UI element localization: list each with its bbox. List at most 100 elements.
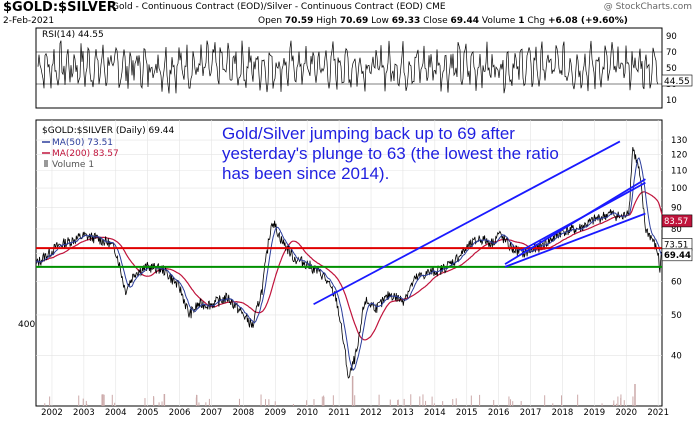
rsi-tick-label: 70 (666, 48, 677, 58)
volume-axis-label: 400 (18, 320, 35, 330)
volume-bar (552, 403, 554, 406)
volume-label: Volume (481, 16, 516, 26)
volume-bar (158, 402, 160, 406)
x-tick-label: 2007 (201, 408, 223, 418)
y-tick-label: 60 (671, 278, 682, 288)
trend-line (313, 140, 621, 306)
legend-volume-swatch (44, 160, 48, 167)
volume-bar (634, 384, 636, 406)
volume-bar (512, 401, 514, 406)
volume-bar (397, 399, 399, 406)
volume-bar (85, 400, 87, 406)
x-tick-label: 2020 (615, 408, 637, 418)
volume-bar (268, 399, 270, 406)
volume-bar (419, 396, 421, 406)
volume-bar (114, 402, 116, 406)
x-tick-label: 2018 (552, 408, 574, 418)
volume-bar (617, 396, 619, 406)
volume-bar (632, 396, 634, 406)
x-tick-label: 2019 (584, 408, 606, 418)
y-tick-label: 90 (671, 203, 682, 213)
volume-bar (292, 403, 294, 406)
x-tick-label: 2005 (137, 408, 159, 418)
ohlc-readout: Open 70.59 High 70.69 Low 69.33 Close 69… (258, 17, 628, 26)
volume-bar (332, 395, 334, 406)
high-label: High (316, 16, 337, 26)
ma50-line (35, 157, 663, 372)
volume-bar (44, 403, 46, 406)
volume-bar (431, 396, 433, 406)
trend-line (504, 212, 646, 268)
volume-bar (153, 396, 155, 406)
x-tick-label: 2004 (105, 408, 127, 418)
volume-bar (520, 401, 522, 406)
rsi-panel (35, 27, 663, 109)
volume-bar (613, 400, 615, 406)
rsi-tick-label: 50 (666, 64, 677, 74)
volume-bar (452, 398, 454, 406)
volume-bar (403, 398, 405, 406)
volume-bar (493, 399, 495, 406)
volume-bar (260, 394, 262, 406)
volume-bar (102, 394, 104, 406)
volume-bar (49, 396, 51, 406)
volume-bar (351, 376, 354, 406)
y-tick-label: 50 (671, 311, 682, 321)
volume-bar (544, 395, 546, 406)
x-tick-label: 2013 (392, 408, 414, 418)
volume-bar (601, 403, 603, 406)
volume-bar (111, 394, 113, 406)
chart-symbol: $GOLD:$SILVER (3, 0, 117, 15)
rsi-line (37, 40, 659, 94)
y-tick-label: 110 (671, 167, 687, 177)
price-line (35, 147, 663, 379)
volume-bar (425, 400, 427, 406)
volume-bar (238, 398, 240, 406)
x-tick-label: 2016 (488, 408, 510, 418)
volume-bar (354, 395, 356, 406)
rsi-value-tag: 44.55 (664, 77, 690, 87)
y-tick-label: 80 (671, 225, 682, 235)
ma200-line (35, 191, 663, 341)
close-label: Close (423, 16, 448, 26)
volume-bar (479, 394, 481, 406)
volume-bar (78, 395, 80, 406)
x-tick-label: 2002 (41, 408, 63, 418)
close-price-tag-bg (661, 248, 693, 262)
volume-bar (620, 394, 622, 406)
volume-bar (208, 398, 210, 406)
volume-bar (101, 394, 103, 406)
low-value: 69.33 (391, 16, 421, 26)
volume-bar (410, 394, 412, 406)
volume-bar (397, 400, 399, 406)
rsi-tick-label: 90 (666, 32, 677, 42)
legend-volume: Volume 1 (52, 160, 94, 170)
volume-bar (265, 399, 267, 406)
x-tick-label: 2017 (520, 408, 542, 418)
y-tick-label: 130 (671, 136, 687, 146)
ma50-price-tag: 73.51 (664, 240, 688, 250)
x-tick-label: 2021 (647, 408, 669, 418)
close-value: 69.44 (450, 16, 479, 26)
volume-bar (321, 396, 323, 406)
open-label: Open (258, 16, 283, 26)
y-tick-label: 40 (671, 352, 682, 362)
x-tick-label: 2011 (328, 408, 350, 418)
x-tick-label: 2012 (360, 408, 382, 418)
volume-bar (195, 397, 197, 406)
low-label: Low (371, 16, 389, 26)
x-tick-label: 2014 (424, 408, 446, 418)
volume-bar (433, 403, 435, 406)
volume-bar (455, 398, 457, 406)
volume-bar (561, 395, 563, 406)
legend-ma50: MA(50) 73.51 (52, 138, 113, 148)
x-tick-label: 2010 (296, 408, 318, 418)
volume-bar (103, 394, 105, 406)
volume-bar (378, 394, 380, 406)
annotation-text: Gold/Silver jumping back up to 69 after … (222, 124, 559, 183)
x-tick-label: 2015 (456, 408, 478, 418)
rsi-value-tag-bg (661, 74, 693, 87)
volume-bar (577, 394, 579, 406)
volume-bar (422, 394, 424, 406)
volume-bar (161, 401, 163, 406)
